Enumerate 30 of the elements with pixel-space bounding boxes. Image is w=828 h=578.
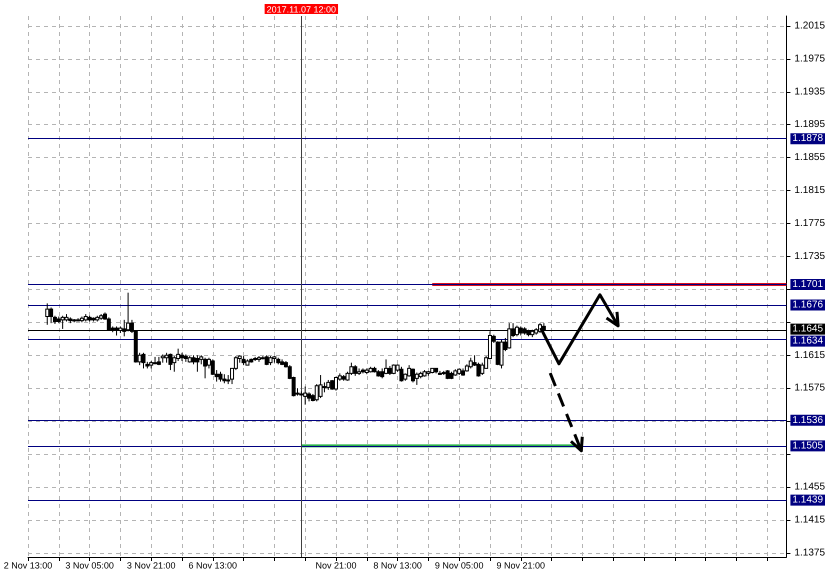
x-tick-label: Nov 21:00 — [315, 560, 356, 570]
ref-line-label: 1.1536 — [792, 414, 824, 426]
ref-line-label: 1.1701 — [792, 278, 824, 290]
x-tick-label: 8 Nov 13:00 — [373, 560, 422, 570]
ref-line-label: 1.1645 — [792, 324, 824, 335]
y-tick-label: 1.1615 — [794, 350, 826, 361]
y-tick-label: 1.1935 — [794, 86, 826, 98]
x-tick-label: 6 Nov 13:00 — [188, 560, 238, 570]
y-tick-label: 1.1855 — [794, 152, 826, 164]
y-tick-label: 1.1375 — [794, 547, 826, 558]
x-tick-label: 9 Nov 05:00 — [434, 560, 484, 570]
x-tick-label: 3 Nov 21:00 — [126, 560, 176, 570]
y-tick-label: 1.1775 — [794, 218, 826, 230]
ref-line-label: 1.1676 — [792, 300, 824, 311]
x-tick-label: 3 Nov 05:00 — [65, 560, 114, 570]
ref-line-label: 1.1878 — [792, 133, 824, 144]
x-tick-label: 2017.11.07 12:00 — [266, 4, 336, 14]
ref-line-label: 1.1439 — [792, 494, 824, 506]
ref-line-label: 1.1634 — [792, 336, 824, 347]
y-tick-label: 1.2015 — [794, 20, 826, 32]
y-tick-label: 1.1895 — [794, 119, 826, 130]
x-tick-label: 9 Nov 21:00 — [496, 560, 546, 570]
y-tick-label: 1.1415 — [794, 514, 826, 526]
y-tick-label: 1.1735 — [794, 250, 826, 262]
y-tick-label: 1.1575 — [794, 382, 826, 394]
ref-line-label: 1.1505 — [792, 440, 824, 452]
x-tick-label: 2 Nov 13:00 — [4, 560, 52, 570]
y-tick-label: 1.1455 — [794, 482, 826, 493]
y-tick-label: 1.1975 — [794, 53, 826, 64]
y-tick-label: 1.1815 — [794, 185, 826, 196]
